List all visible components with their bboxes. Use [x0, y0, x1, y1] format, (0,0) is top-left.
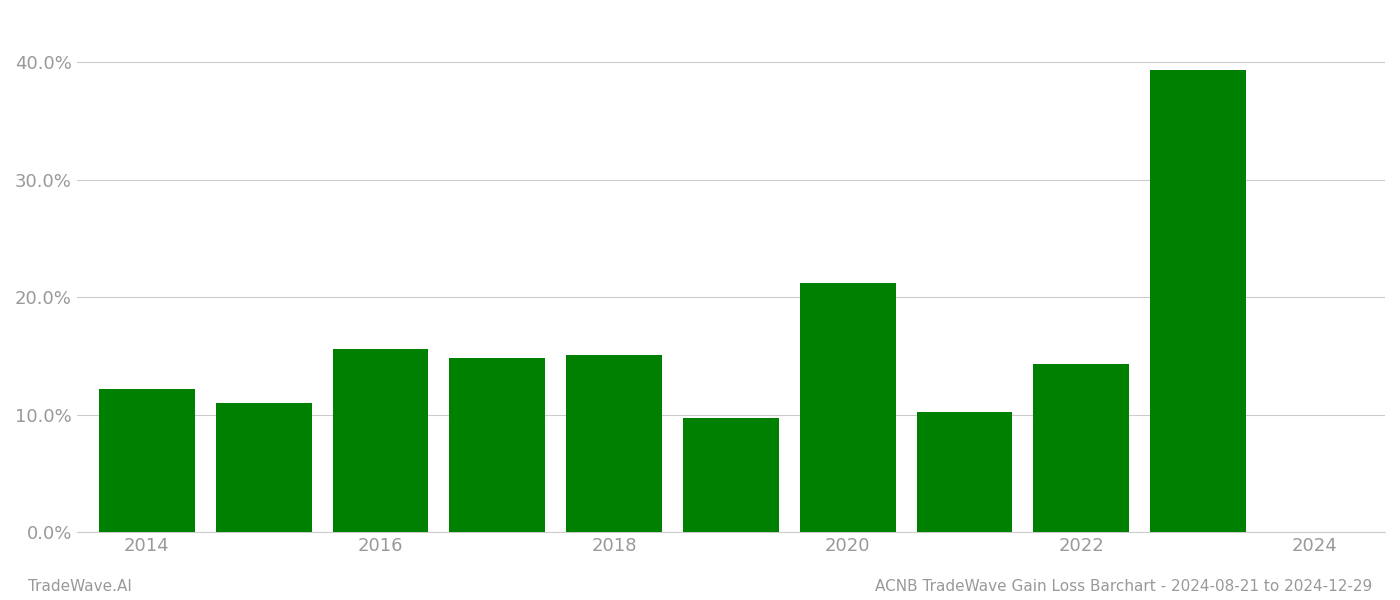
Text: TradeWave.AI: TradeWave.AI — [28, 579, 132, 594]
Bar — [333, 349, 428, 532]
Bar — [566, 355, 662, 532]
Bar — [1033, 364, 1130, 532]
Bar — [917, 412, 1012, 532]
Bar — [216, 403, 312, 532]
Bar — [1151, 70, 1246, 532]
Bar — [799, 283, 896, 532]
Bar — [449, 358, 545, 532]
Text: ACNB TradeWave Gain Loss Barchart - 2024-08-21 to 2024-12-29: ACNB TradeWave Gain Loss Barchart - 2024… — [875, 579, 1372, 594]
Bar — [683, 418, 778, 532]
Bar — [99, 389, 195, 532]
